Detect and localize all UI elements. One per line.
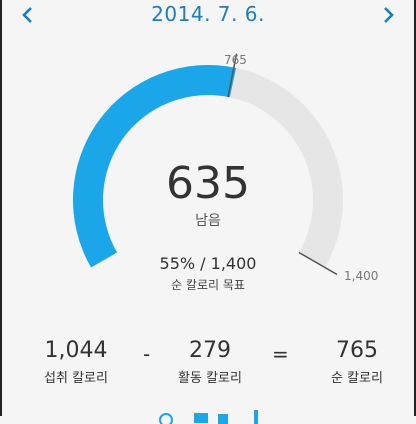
date-label[interactable]: 2014. 7. 6. [151,2,265,26]
gauge-marker-tick [227,53,238,98]
net-label: 순 칼로리 [331,371,383,386]
date-header: 2014. 7. 6. [0,0,416,30]
net-value: 765 [336,338,378,363]
calorie-summary: 1,044 섭취 칼로리 - 279 활동 칼로리 = 765 순 칼로리 [0,338,416,398]
equals-sign: = [272,342,289,366]
max-value-label: 1,400 [344,269,379,283]
next-day-button[interactable] [374,2,404,28]
gauge-end-tick [298,251,338,276]
activity-cell[interactable]: 279 활동 칼로리 [170,338,250,386]
chevron-left-icon [22,7,32,23]
goal-progress: 55% / 1,400 [159,254,257,273]
minus-sign: - [143,342,151,366]
prev-day-button[interactable] [12,2,42,28]
remaining-label: 남음 [195,213,221,229]
intake-value: 1,044 [44,338,108,363]
activity-value: 279 [189,338,231,363]
marker-value-label: 765 [224,53,247,67]
bottom-cutoff-content [150,404,270,424]
intake-label: 섭취 칼로리 [44,371,108,386]
goal-label: 순 칼로리 목표 [171,278,245,292]
intake-cell[interactable]: 1,044 섭취 칼로리 [30,338,122,386]
activity-label: 활동 칼로리 [178,371,242,386]
net-cell[interactable]: 765 순 칼로리 [322,338,392,386]
chevron-right-icon [384,7,394,23]
partial-heading-icon [159,410,258,424]
gauge-fill [73,64,237,268]
remaining-calories: 635 [166,158,250,209]
calorie-gauge [72,53,343,276]
